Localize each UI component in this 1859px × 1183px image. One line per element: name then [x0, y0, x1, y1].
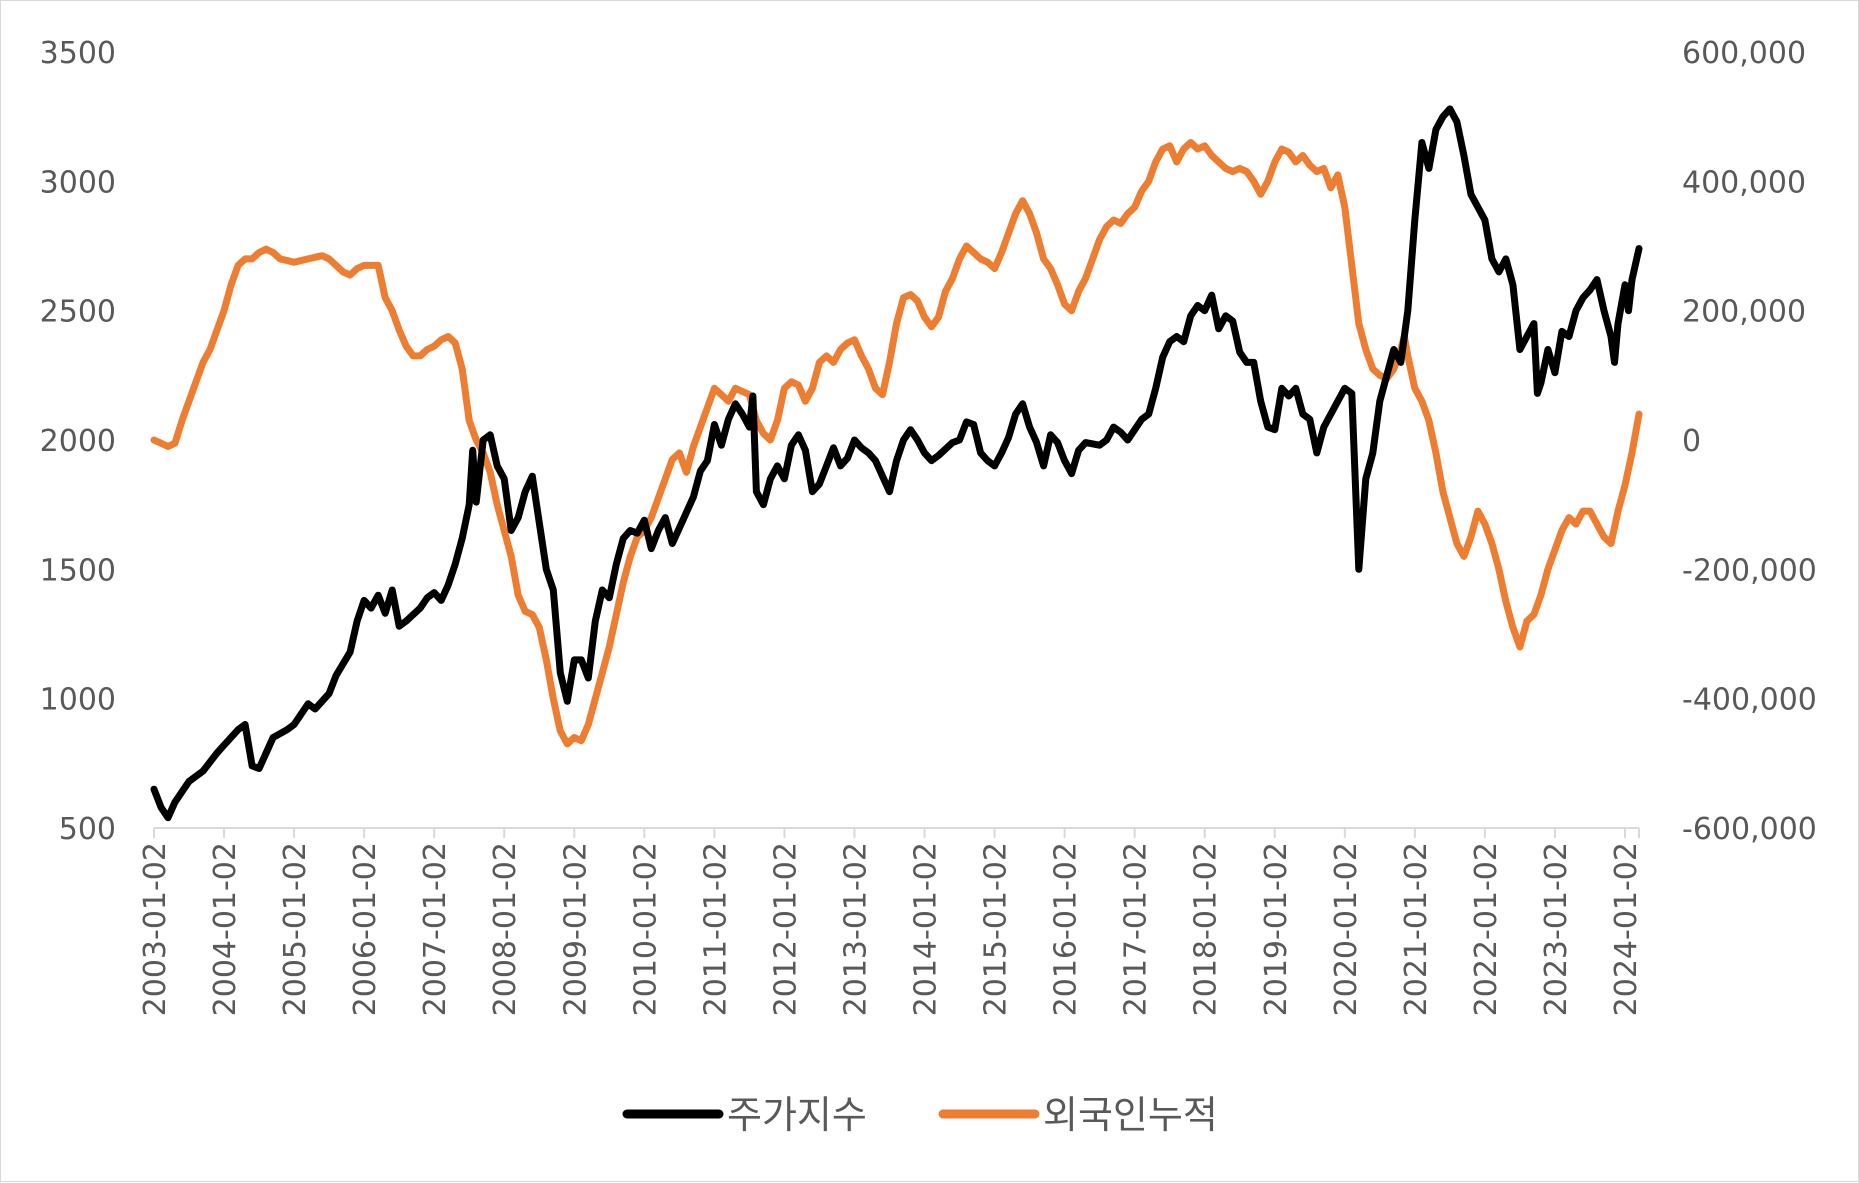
- x-tick-label: 2014-01-02: [909, 842, 944, 1016]
- series-line-0: [150, 105, 1643, 822]
- x-tick-label: 2022-01-02: [1469, 842, 1504, 1016]
- y-left-tick-label: 2500: [40, 295, 116, 330]
- y-left-tick-label: 2000: [40, 424, 116, 459]
- x-tick-label: 2005-01-02: [278, 842, 313, 1016]
- legend-label: 주가지수: [727, 1093, 867, 1137]
- x-tick-label: 2018-01-02: [1189, 842, 1224, 1016]
- y-left-tick-label: 3500: [40, 36, 116, 71]
- x-tick-label: 2013-01-02: [838, 842, 873, 1016]
- x-tick-label: 2007-01-02: [418, 842, 453, 1016]
- y-left-axis: 500 1000 1500 2000 2500 3000 3500: [40, 36, 116, 847]
- y-right-tick-label: 200,000: [1682, 295, 1806, 330]
- y-left-tick-label: 3000: [40, 165, 116, 200]
- x-axis: 2003-01-02 2004-01-02 2005-01-02 2006-01-02…: [138, 827, 1644, 1016]
- y-right-tick-label: -600,000: [1682, 812, 1817, 847]
- x-tick-label: 2016-01-02: [1049, 842, 1084, 1016]
- y-right-tick-label: 600,000: [1682, 36, 1806, 71]
- y-right-tick-label: 0: [1682, 424, 1701, 459]
- legend-label: 외국인누적: [1043, 1093, 1218, 1137]
- x-tick-label: 2019-01-02: [1259, 842, 1294, 1016]
- plot-area: [150, 105, 1643, 822]
- x-tick-label: 2008-01-02: [488, 842, 523, 1016]
- y-left-tick-label: 1500: [40, 553, 116, 588]
- x-tick-label: 2010-01-02: [628, 842, 663, 1016]
- x-tick-label: 2024-01-02: [1609, 842, 1644, 1016]
- x-tick-label: 2009-01-02: [558, 842, 593, 1016]
- y-left-tick-label: 500: [59, 812, 116, 847]
- x-tick-label: 2006-01-02: [348, 842, 383, 1016]
- y-left-tick-label: 1000: [40, 683, 116, 718]
- x-tick-label: 2023-01-02: [1539, 842, 1574, 1016]
- x-tick-label: 2012-01-02: [768, 842, 803, 1016]
- x-tick-label: 2015-01-02: [979, 842, 1014, 1016]
- x-tick-label: 2017-01-02: [1119, 842, 1154, 1016]
- x-tick-label: 2020-01-02: [1329, 842, 1364, 1016]
- y-right-tick-label: -200,000: [1682, 553, 1817, 588]
- x-tick-label: 2003-01-02: [138, 842, 173, 1016]
- x-tick-label: 2011-01-02: [698, 842, 733, 1016]
- x-tick-label: 2004-01-02: [208, 842, 243, 1016]
- y-right-tick-label: -400,000: [1682, 683, 1817, 718]
- y-right-axis: -600,000 -400,000 -200,000 0 200,000 400,000 6…: [1682, 36, 1817, 847]
- x-tick-label: 2021-01-02: [1399, 842, 1434, 1016]
- y-right-tick-label: 400,000: [1682, 165, 1806, 200]
- legend: 주가지수 외국인누적: [622, 1093, 1218, 1137]
